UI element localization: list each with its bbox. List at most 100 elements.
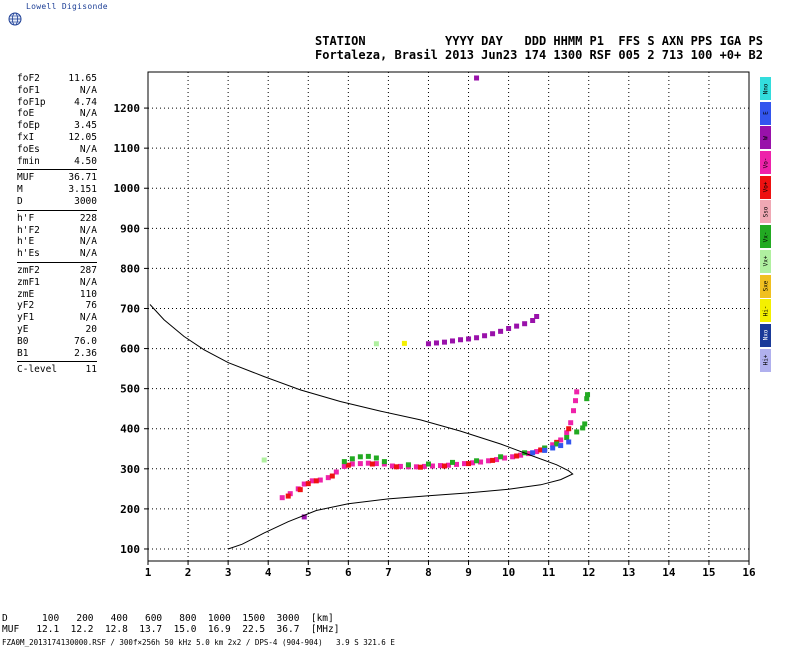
param-row: zmF2 287 bbox=[17, 265, 97, 277]
echo-point bbox=[514, 453, 520, 459]
echo-point bbox=[466, 336, 472, 342]
echo-point bbox=[474, 458, 480, 464]
param-label: foEs bbox=[17, 143, 40, 155]
echo-point bbox=[279, 495, 285, 501]
echo-point bbox=[478, 459, 484, 465]
muf-distance-row: D 100 200 400 600 800 1000 1500 3000 [km… bbox=[2, 613, 334, 624]
x-tick-label: 3 bbox=[225, 566, 232, 579]
echo-point bbox=[542, 447, 548, 453]
echo-point bbox=[474, 335, 480, 341]
echo-point bbox=[333, 469, 339, 475]
param-label: MUF bbox=[17, 172, 35, 184]
echo-point bbox=[580, 425, 586, 431]
param-row: h'E N/A bbox=[17, 236, 97, 248]
x-tick-label: 15 bbox=[702, 566, 715, 579]
param-value: 76.0 bbox=[74, 335, 97, 347]
param-label: M bbox=[17, 184, 23, 196]
echo-point bbox=[566, 426, 572, 432]
station-header: STATION YYYY DAY DDD HHMM P1 FFS S AXN P… bbox=[315, 34, 763, 62]
param-value: 4.50 bbox=[74, 155, 97, 167]
plot-frame bbox=[147, 71, 750, 562]
echo-point bbox=[357, 461, 363, 467]
param-row: yF1 N/A bbox=[17, 312, 97, 324]
trace-vx bbox=[341, 392, 591, 468]
param-value: N/A bbox=[79, 236, 97, 248]
legend-item: Vo+ bbox=[760, 175, 771, 199]
echo-point bbox=[482, 333, 488, 339]
param-value: N/A bbox=[79, 276, 97, 288]
param-row: foEp 3.45 bbox=[17, 120, 97, 132]
legend-item: Sso bbox=[760, 200, 771, 224]
param-label: h'Es bbox=[17, 248, 40, 260]
echo-point bbox=[369, 461, 375, 467]
echo-point bbox=[357, 454, 363, 460]
param-value: 36.71 bbox=[68, 172, 97, 184]
legend-label: Vo- bbox=[762, 157, 769, 168]
x-tick-labels: 1 2 3 4 5 6 7 8 9 10 11 12 13 14 15 16 bbox=[145, 561, 756, 579]
echo-point bbox=[502, 455, 508, 461]
trace-vx bbox=[261, 341, 379, 463]
x-tick-label: 11 bbox=[542, 566, 556, 579]
param-row: C-level 11 bbox=[17, 364, 97, 376]
echo-point bbox=[317, 477, 323, 483]
param-value: 4.74 bbox=[74, 96, 97, 108]
echo-point bbox=[397, 463, 403, 469]
param-label: B1 bbox=[17, 347, 29, 359]
echo-point bbox=[285, 493, 291, 499]
echo-point bbox=[522, 321, 528, 327]
echo-point bbox=[573, 398, 579, 404]
param-label: yF2 bbox=[17, 300, 35, 312]
echo-point bbox=[365, 460, 371, 466]
echo-point bbox=[566, 439, 572, 445]
echo-point bbox=[389, 463, 395, 469]
echo-point bbox=[301, 514, 307, 520]
param-row: foF2 11.65 bbox=[17, 73, 97, 85]
echo-point bbox=[498, 454, 504, 460]
param-row: foF1 N/A bbox=[17, 85, 97, 97]
echo-point bbox=[450, 338, 456, 344]
echo-point bbox=[349, 461, 355, 467]
echo-point bbox=[574, 389, 580, 395]
echo-point bbox=[341, 459, 347, 465]
echo-point bbox=[514, 323, 520, 329]
echo-point bbox=[474, 75, 480, 81]
x-tick-label: 9 bbox=[465, 566, 472, 579]
echo-point bbox=[393, 464, 399, 470]
x-tick-label: 2 bbox=[185, 566, 192, 579]
param-value: 20 bbox=[85, 323, 97, 335]
x-tick-label: 16 bbox=[742, 566, 756, 579]
y-tick-label: 400 bbox=[120, 423, 140, 436]
param-value: N/A bbox=[79, 108, 97, 120]
x-tick-label: 6 bbox=[345, 566, 352, 579]
chart-grid bbox=[148, 72, 749, 561]
echo-point bbox=[373, 455, 379, 461]
param-label: fxI bbox=[17, 131, 35, 143]
echo-point bbox=[574, 429, 580, 435]
param-value: 110 bbox=[79, 288, 97, 300]
param-row: zmE 110 bbox=[17, 289, 97, 301]
x-tick-label: 5 bbox=[305, 566, 312, 579]
trace-w bbox=[301, 75, 540, 520]
param-row: h'F2 N/A bbox=[17, 225, 97, 237]
legend-label: Nno bbox=[762, 83, 769, 94]
param-separator bbox=[17, 261, 97, 263]
legend-label: Sxe bbox=[762, 280, 769, 292]
param-row: yF2 76 bbox=[17, 300, 97, 312]
x-tick-label: 8 bbox=[425, 566, 432, 579]
echo-point bbox=[494, 457, 500, 463]
param-label: yF1 bbox=[17, 312, 35, 324]
param-value: N/A bbox=[79, 248, 97, 260]
legend-item: Vx+ bbox=[760, 249, 771, 273]
echo-point bbox=[585, 392, 591, 398]
legend-label: Hi- bbox=[762, 305, 769, 317]
param-separator bbox=[17, 169, 97, 171]
x-tick-label: 10 bbox=[502, 566, 515, 579]
x-tick-label: 12 bbox=[582, 566, 595, 579]
param-row: B1 2.36 bbox=[17, 348, 97, 360]
echo-traces bbox=[261, 75, 591, 520]
param-value: 76 bbox=[85, 300, 97, 312]
echo-point bbox=[470, 460, 476, 466]
echo-point bbox=[510, 454, 516, 460]
param-label: foE bbox=[17, 108, 35, 120]
